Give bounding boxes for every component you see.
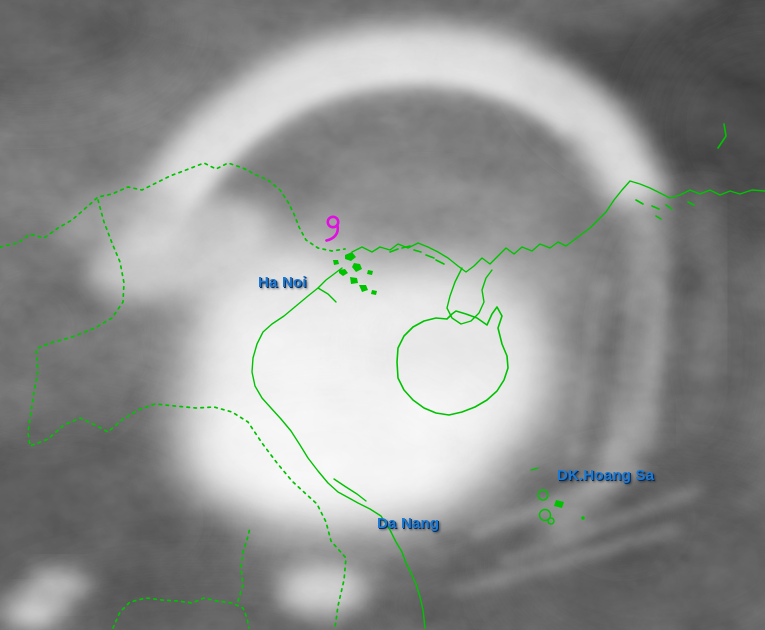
border-south [112,597,250,629]
border-south-branch [237,527,251,602]
paracel-islands [530,467,585,525]
coast-vietnam [251,267,426,629]
coast-hainan [396,306,509,416]
border-vietnam-china [0,162,346,252]
border-vietnam-laos [27,199,347,629]
china-coast-islets [635,123,727,220]
halong-islands [333,252,377,295]
coast-delta-river [317,287,337,303]
label-ha-noi: Ha Noi [258,274,307,291]
coastline-layer [0,123,765,629]
label-da-nang: Da Nang [377,515,440,532]
tropical-cyclone-icon [325,215,340,242]
coast-china [351,180,765,273]
label-dk-hoang-sa: DK.Hoang Sa [557,467,655,484]
coast-leizhou [446,267,493,325]
coast-island-marks [389,245,445,265]
coast-hue-lagoon [333,478,367,502]
